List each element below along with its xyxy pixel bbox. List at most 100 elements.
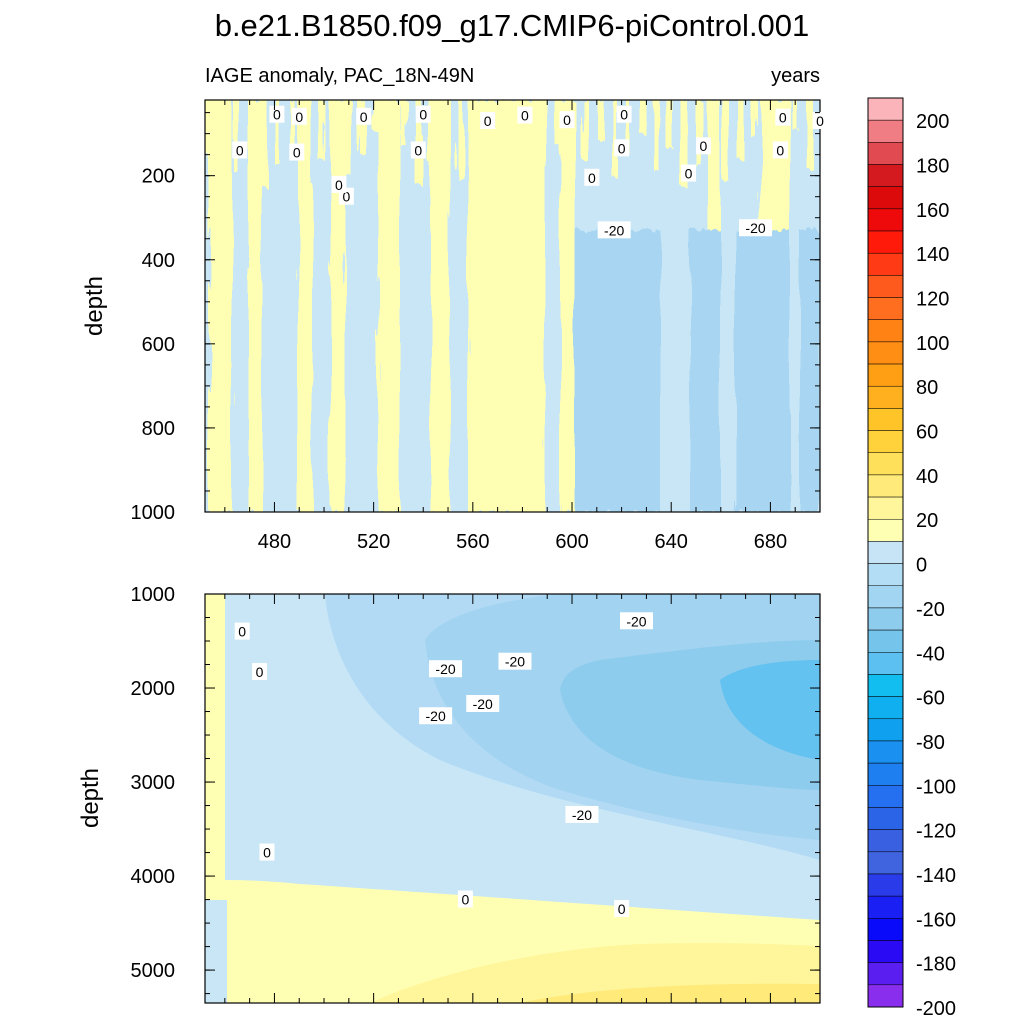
lower-axes: 1000 2000 3000 4000 5000	[131, 584, 821, 1003]
x-tick-label: 520	[357, 531, 390, 553]
upper-surface-spike	[765, 100, 771, 175]
contour-label-bg	[419, 707, 453, 725]
colorbar-swatch	[867, 585, 904, 609]
upper-positive-band	[330, 100, 345, 512]
contour-label-bg	[259, 843, 275, 861]
contour-label-bg	[232, 141, 248, 159]
colorbar-swatch	[867, 918, 904, 941]
y-tick-label: 800	[142, 418, 175, 440]
y-tick-label: 200	[142, 166, 175, 188]
contour-label: 0	[816, 113, 824, 129]
contour-label-bg	[415, 105, 431, 123]
x-tick-label: 600	[555, 531, 588, 553]
upper-surface-spike	[499, 100, 505, 173]
colorbar-swatch	[867, 452, 904, 476]
upper-surface-spike	[737, 100, 743, 159]
contour-label-bg	[356, 107, 372, 125]
y-tick-label: 3000	[131, 772, 176, 794]
contour-label: 0	[238, 624, 246, 640]
contour-label-bg	[410, 141, 426, 159]
x-tick-label: 560	[456, 531, 489, 553]
colorbar-swatch	[867, 873, 904, 897]
contour-label-bg	[812, 112, 828, 130]
colorbar-swatch	[867, 851, 904, 875]
lower-panel: 0 0 0 0 0 -20 -20 -20 -20 -20 -20 1000 2000 3000 4000…	[77, 584, 821, 1004]
upper-panel: 0 0 0 0 0 0 0 0 0 000 0 0 000 000-20 -20 2004006008001…	[81, 99, 828, 553]
contour-label-bg	[681, 164, 697, 182]
upper-surface-spike	[387, 100, 393, 169]
upper-surface-spike	[723, 100, 729, 181]
colorbar-swatch	[867, 297, 904, 320]
colorbar-swatch	[867, 186, 904, 210]
upper-negative-band	[575, 230, 660, 512]
colorbar-label: 0	[916, 555, 927, 577]
colorbar-swatch	[867, 785, 904, 808]
contour-label: 0	[335, 177, 343, 193]
colorbar-label: -180	[916, 954, 956, 976]
upper-surface-spike	[219, 100, 225, 133]
contour-label: 0	[685, 166, 693, 182]
units-label: years	[771, 65, 820, 87]
contour-label-bg	[695, 137, 711, 155]
contour-label: 0	[236, 142, 244, 158]
upper-surface-spike	[275, 100, 281, 165]
colorbar-swatch	[867, 984, 904, 1008]
upper-surface-spike	[639, 100, 645, 133]
contour-label: -20	[604, 222, 624, 238]
upper-surface-spike	[261, 100, 267, 187]
colorbar-swatch	[867, 541, 904, 564]
lower-panel-frame	[204, 593, 821, 1004]
colorbar-label: 40	[916, 466, 938, 488]
contour-label-bg	[466, 695, 500, 713]
contour-label: 0	[263, 845, 271, 861]
colorbar-frame	[867, 97, 904, 1008]
colorbar-swatch	[867, 341, 904, 365]
contour-label-bg	[429, 660, 463, 678]
contour-label: -20	[572, 807, 592, 823]
upper-surface-spike	[513, 100, 519, 151]
colorbar-swatch	[867, 208, 904, 232]
upper-surface-spike	[233, 100, 239, 171]
upper-surface-spike	[359, 100, 365, 153]
colorbar-label: 20	[916, 510, 938, 532]
colorbar-label: -80	[916, 732, 945, 754]
upper-positive-band	[560, 100, 575, 512]
contour-label: 0	[293, 145, 301, 161]
y-tick-label: 400	[142, 250, 175, 272]
upper-surface-spike	[345, 100, 351, 175]
contour-label: -20	[505, 654, 525, 670]
upper-surface-spike	[401, 100, 407, 147]
colorbar-label: 180	[916, 156, 949, 178]
colorbar-swatch	[867, 142, 904, 165]
upper-surface-spike	[667, 100, 673, 149]
colorbar-swatch	[867, 252, 904, 276]
upper-surface-spike	[331, 100, 337, 137]
colorbar-swatch	[867, 385, 904, 409]
colorbar-swatch	[867, 607, 904, 631]
colorbar-label: -200	[916, 998, 956, 1020]
colorbar-swatch	[867, 474, 904, 498]
colorbar-swatch	[867, 119, 904, 143]
contour-label: 0	[521, 108, 529, 124]
colorbar-label: -60	[916, 688, 945, 710]
upper-surface-spike	[303, 100, 309, 181]
upper-surface-spike	[793, 100, 799, 131]
upper-surface-spike	[611, 100, 617, 177]
upper-positive-band	[468, 100, 545, 512]
y-tick-label: 1000	[131, 584, 176, 606]
contour-label: 0	[776, 142, 784, 158]
colorbar-label: 80	[916, 377, 938, 399]
colorbar-label: -140	[916, 865, 956, 887]
contour-label-bg	[619, 612, 653, 630]
upper-surface-spike	[205, 100, 211, 155]
upper-anomaly-bands	[205, 100, 820, 512]
contour-label-bg	[517, 106, 533, 124]
upper-surface-spike	[541, 100, 547, 167]
upper-negative-band	[800, 230, 820, 512]
contour-label: 0	[620, 107, 628, 123]
colorbar-swatch	[867, 696, 904, 720]
contour-label-bg	[775, 108, 791, 126]
upper-surface-spike	[653, 100, 659, 171]
colorbar-swatch	[867, 674, 904, 697]
upper-positive-band	[378, 100, 400, 512]
